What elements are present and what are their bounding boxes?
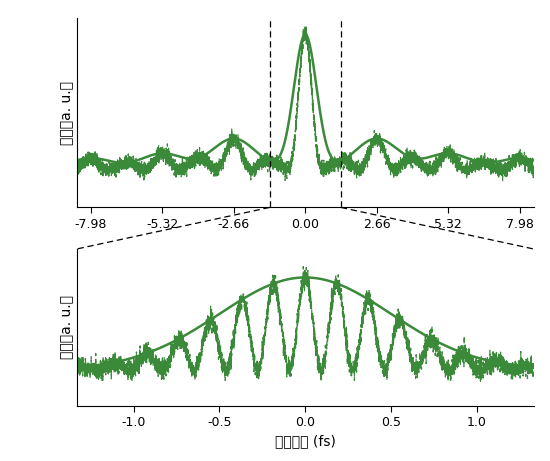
Y-axis label: 強度（a. u.）: 強度（a. u.）	[60, 296, 74, 359]
X-axis label: 遅延時間 (fs): 遅延時間 (fs)	[275, 435, 336, 449]
Y-axis label: 強度（a. u.）: 強度（a. u.）	[60, 81, 74, 145]
